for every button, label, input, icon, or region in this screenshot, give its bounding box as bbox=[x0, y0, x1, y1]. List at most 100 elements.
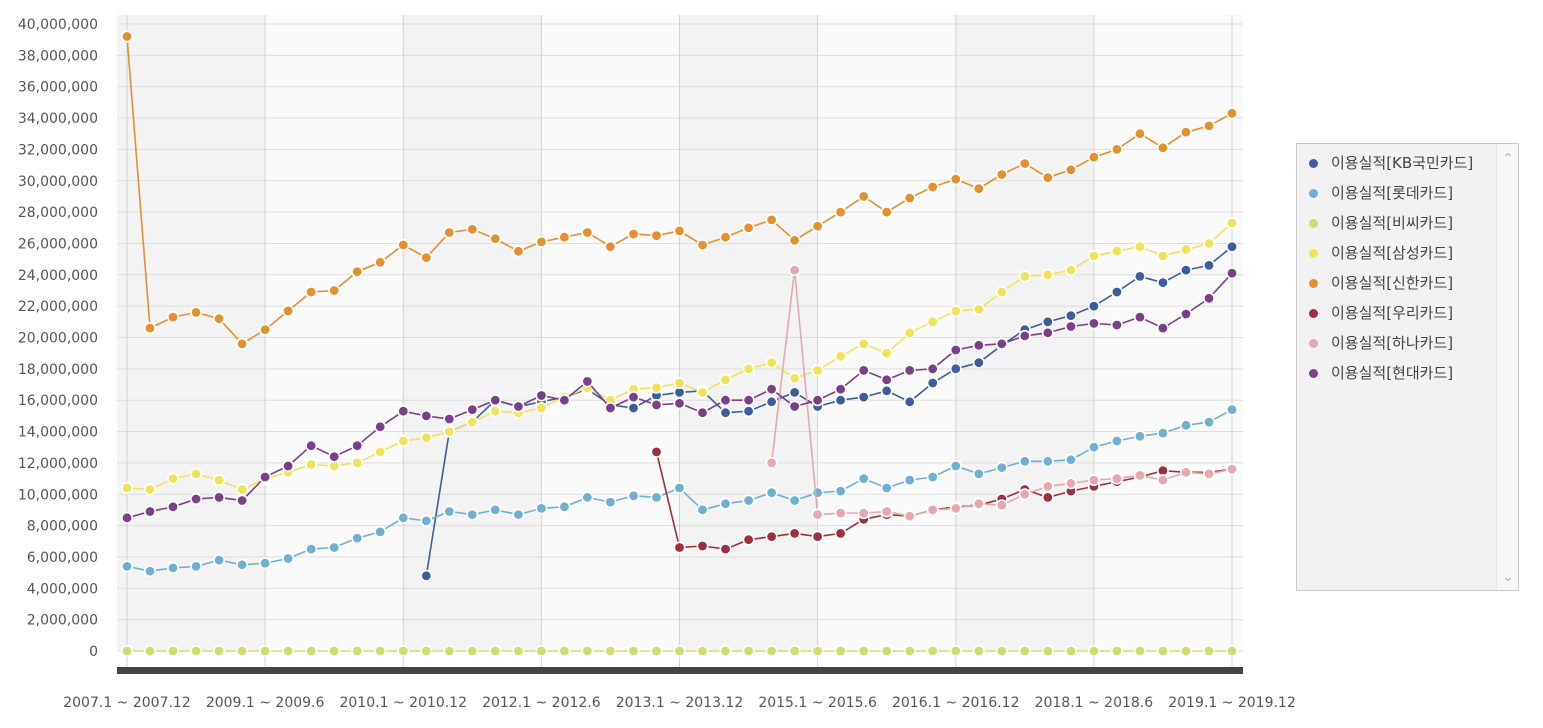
data-point bbox=[535, 389, 548, 402]
data-point bbox=[673, 224, 686, 237]
data-point bbox=[949, 644, 962, 657]
data-point bbox=[1203, 467, 1216, 480]
data-point bbox=[466, 416, 479, 429]
legend-marker bbox=[1309, 249, 1318, 258]
data-point bbox=[1226, 267, 1239, 280]
data-point bbox=[1110, 318, 1123, 331]
legend-item-shinhan[interactable]: 이용실적[신한카드] bbox=[1297, 268, 1497, 298]
data-point bbox=[604, 240, 617, 253]
data-point bbox=[903, 510, 916, 523]
data-point bbox=[972, 182, 985, 195]
data-point bbox=[236, 337, 249, 350]
data-point bbox=[1156, 250, 1169, 263]
data-point bbox=[1156, 276, 1169, 289]
legend-item-samsung[interactable]: 이용실적[삼성카드] bbox=[1297, 238, 1497, 268]
data-point bbox=[765, 456, 778, 469]
data-point bbox=[420, 569, 433, 582]
x-tick-label: 2016.1 ~ 2016.12 bbox=[892, 695, 1020, 711]
legend-label: 이용실적[현대카드] bbox=[1331, 364, 1454, 382]
legend-scrollbar[interactable]: ⌃ ⌄ bbox=[1496, 144, 1518, 590]
legend-item-woori[interactable]: 이용실적[우리카드] bbox=[1297, 298, 1497, 328]
x-tick-label: 2015.1 ~ 2015.6 bbox=[758, 695, 877, 711]
legend-item-bc[interactable]: 이용실적[비씨카드] bbox=[1297, 208, 1497, 238]
x-axis-tick-labels: 2007.1 ~ 2007.12 2009.1 ~ 2009.6 2010.1 ~ … bbox=[63, 695, 1296, 711]
data-point bbox=[489, 405, 502, 418]
y-tick-label: 2,000,000 bbox=[27, 613, 98, 629]
data-point bbox=[328, 541, 341, 554]
data-point bbox=[742, 405, 755, 418]
data-point bbox=[1133, 311, 1146, 324]
y-tick-label: 24,000,000 bbox=[18, 268, 98, 284]
data-point bbox=[1203, 237, 1216, 250]
data-point bbox=[1087, 151, 1100, 164]
data-point bbox=[305, 644, 318, 657]
data-point bbox=[581, 375, 594, 388]
data-point bbox=[236, 494, 249, 507]
background-band bbox=[817, 15, 956, 651]
data-point bbox=[1087, 441, 1100, 454]
data-point bbox=[420, 514, 433, 527]
data-point bbox=[558, 644, 571, 657]
data-point bbox=[696, 239, 709, 252]
data-point bbox=[627, 391, 640, 404]
data-point bbox=[1203, 259, 1216, 272]
data-point bbox=[121, 511, 134, 524]
data-point bbox=[282, 304, 295, 317]
legend-item-hana[interactable]: 이용실적[하나카드] bbox=[1297, 328, 1497, 358]
data-point bbox=[1064, 163, 1077, 176]
data-point bbox=[167, 472, 180, 485]
data-point bbox=[466, 223, 479, 236]
data-point bbox=[259, 644, 272, 657]
data-point bbox=[972, 356, 985, 369]
data-point bbox=[1133, 430, 1146, 443]
data-point bbox=[144, 565, 157, 578]
data-point bbox=[1203, 292, 1216, 305]
data-point bbox=[236, 644, 249, 657]
data-point bbox=[857, 644, 870, 657]
data-point bbox=[1064, 320, 1077, 333]
data-point bbox=[535, 235, 548, 248]
data-point bbox=[144, 483, 157, 496]
data-point bbox=[328, 284, 341, 297]
data-point bbox=[374, 445, 387, 458]
data-point bbox=[742, 494, 755, 507]
data-point bbox=[1180, 419, 1193, 432]
legend-marker bbox=[1309, 189, 1318, 198]
data-point bbox=[397, 405, 410, 418]
data-point bbox=[535, 644, 548, 657]
data-point bbox=[1110, 143, 1123, 156]
data-point bbox=[328, 644, 341, 657]
data-point bbox=[581, 491, 594, 504]
data-point bbox=[581, 644, 594, 657]
data-point bbox=[535, 502, 548, 515]
data-point bbox=[995, 461, 1008, 474]
data-point bbox=[1226, 644, 1239, 657]
data-point bbox=[1064, 644, 1077, 657]
data-point bbox=[811, 530, 824, 543]
y-tick-label: 0 bbox=[89, 644, 98, 660]
data-point bbox=[374, 420, 387, 433]
data-point bbox=[259, 470, 272, 483]
legend-item-kb[interactable]: 이용실적[KB국민카드] bbox=[1297, 148, 1497, 178]
data-point bbox=[834, 485, 847, 498]
chevron-down-icon[interactable]: ⌄ bbox=[1502, 569, 1514, 585]
data-point bbox=[880, 384, 893, 397]
x-tick-label: 2012.1 ~ 2012.6 bbox=[482, 695, 601, 711]
data-point bbox=[834, 206, 847, 219]
legend-item-hyundai[interactable]: 이용실적[현대카드] bbox=[1297, 358, 1497, 388]
data-point bbox=[719, 394, 732, 407]
data-point bbox=[857, 507, 870, 520]
legend-item-lotte[interactable]: 이용실적[롯데카드] bbox=[1297, 178, 1497, 208]
data-point bbox=[397, 644, 410, 657]
data-point bbox=[167, 561, 180, 574]
data-point bbox=[788, 494, 801, 507]
data-point bbox=[374, 256, 387, 269]
data-point bbox=[1133, 270, 1146, 283]
data-point bbox=[788, 386, 801, 399]
background-band bbox=[541, 15, 680, 651]
data-point bbox=[765, 486, 778, 499]
data-point bbox=[190, 306, 203, 319]
data-point bbox=[627, 644, 640, 657]
data-point bbox=[1203, 644, 1216, 657]
chevron-up-icon[interactable]: ⌃ bbox=[1502, 151, 1514, 167]
